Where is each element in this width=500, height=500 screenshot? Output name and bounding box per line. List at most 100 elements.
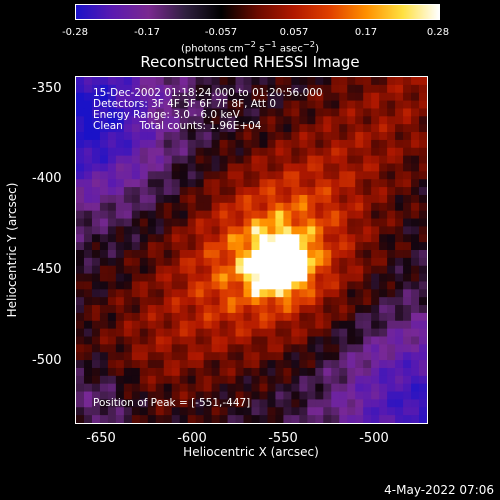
map-cell xyxy=(419,139,427,149)
map-cell xyxy=(283,100,292,110)
map-cell xyxy=(187,391,197,401)
map-cell xyxy=(299,273,308,283)
map-cell xyxy=(219,179,229,188)
map-cell xyxy=(411,210,420,220)
map-cell xyxy=(299,407,308,416)
map-cell xyxy=(291,250,300,259)
map-cell xyxy=(155,328,165,338)
map-cell xyxy=(115,391,125,401)
map-cell xyxy=(131,92,141,102)
map-cell xyxy=(131,399,141,408)
map-cell xyxy=(171,289,181,298)
map-cell xyxy=(299,242,308,251)
map-cell xyxy=(411,344,420,353)
map-cell xyxy=(315,171,324,180)
map-cell xyxy=(115,375,125,385)
map-cell xyxy=(107,116,117,125)
map-cell xyxy=(76,289,85,298)
map-cell xyxy=(379,84,388,94)
map-cell xyxy=(323,139,332,149)
map-cell xyxy=(283,391,292,401)
map-cell xyxy=(243,375,253,385)
map-cell xyxy=(371,273,380,283)
map-cell xyxy=(171,202,181,212)
map-cell xyxy=(147,124,157,133)
map-cell xyxy=(91,289,101,298)
map-cell xyxy=(339,171,348,180)
map-cell xyxy=(163,100,173,110)
map-cell xyxy=(107,234,117,243)
map-cell xyxy=(131,352,141,361)
map-cell xyxy=(259,375,269,385)
map-cell xyxy=(419,391,427,401)
map-cell xyxy=(275,234,285,243)
map-cell xyxy=(243,139,253,149)
map-cell xyxy=(411,375,420,385)
map-cell xyxy=(299,226,308,235)
map-cell xyxy=(379,202,388,212)
map-cell xyxy=(347,84,356,94)
map-cell xyxy=(411,147,420,157)
map-cell xyxy=(307,187,316,196)
map-cell xyxy=(76,383,85,393)
map-cell xyxy=(91,210,101,220)
map-cell xyxy=(83,163,93,172)
map-cell xyxy=(403,367,412,377)
map-cell xyxy=(171,352,181,361)
map-cell xyxy=(203,360,213,369)
map-cell xyxy=(403,375,412,385)
map-cell xyxy=(83,202,93,212)
map-cell xyxy=(411,171,420,180)
map-cell xyxy=(235,407,245,416)
map-cell xyxy=(363,273,372,283)
map-cell xyxy=(163,344,173,353)
map-cell xyxy=(331,250,340,259)
map-cell xyxy=(355,116,364,125)
map-cell xyxy=(395,250,404,259)
map-cell xyxy=(76,202,85,212)
map-cell xyxy=(219,399,229,408)
map-cell xyxy=(339,155,348,165)
map-cell xyxy=(251,352,261,361)
map-cell xyxy=(171,100,181,110)
map-cell xyxy=(403,92,412,102)
map-cell xyxy=(291,124,300,133)
map-cell xyxy=(331,305,340,314)
map-cell xyxy=(147,297,157,306)
map-cell xyxy=(227,226,237,235)
map-cell xyxy=(115,108,125,117)
map-cell xyxy=(91,84,101,94)
map-cell xyxy=(387,383,396,393)
map-cell xyxy=(403,257,412,267)
map-cell xyxy=(371,179,380,188)
map-cell xyxy=(419,415,427,423)
map-cell xyxy=(147,226,157,235)
map-cell xyxy=(123,257,133,267)
map-cell xyxy=(195,179,205,188)
map-cell xyxy=(339,116,348,125)
map-cell xyxy=(267,257,277,267)
map-cell xyxy=(76,336,85,345)
map-cell xyxy=(235,147,245,157)
map-cell xyxy=(251,187,261,196)
map-cell xyxy=(219,250,229,259)
map-cell xyxy=(227,257,237,267)
map-cell xyxy=(411,360,420,369)
map-cell xyxy=(171,273,181,283)
map-cell xyxy=(419,289,427,298)
map-cell xyxy=(155,155,165,165)
map-cell xyxy=(107,391,117,401)
map-cell xyxy=(371,218,380,228)
map-cell xyxy=(267,281,277,290)
map-cell xyxy=(403,273,412,283)
map-cell xyxy=(379,242,388,251)
map-cell xyxy=(339,391,348,401)
map-cell xyxy=(243,257,253,267)
map-cell xyxy=(307,289,316,298)
map-cell xyxy=(147,415,157,423)
map-cell xyxy=(363,84,372,94)
map-cell xyxy=(267,77,277,86)
map-cell xyxy=(195,352,205,361)
map-cell xyxy=(203,305,213,314)
map-cell xyxy=(291,289,300,298)
